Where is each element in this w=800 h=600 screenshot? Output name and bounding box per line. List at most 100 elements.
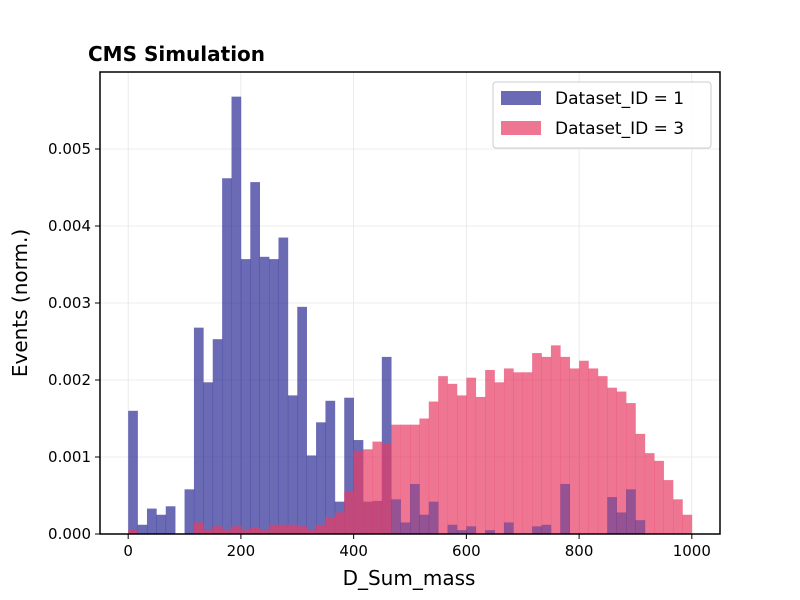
bar-dataset-1	[231, 96, 242, 534]
bar-dataset-1	[325, 400, 336, 534]
bar-dataset-3	[240, 530, 251, 534]
bar-dataset-3	[550, 345, 561, 534]
bar-dataset-3	[193, 522, 204, 534]
bars	[128, 96, 693, 535]
bar-dataset-3	[503, 368, 514, 534]
bar-dataset-3	[344, 491, 354, 534]
bar-dataset-3	[259, 530, 270, 534]
bar-dataset-1	[128, 410, 138, 534]
bar-dataset-1	[410, 483, 420, 534]
bar-dataset-3	[334, 512, 345, 534]
bar-dataset-3	[269, 524, 279, 534]
bar-dataset-3	[569, 368, 580, 534]
chart-title: CMS Simulation	[88, 42, 265, 66]
bar-dataset-1	[259, 256, 270, 534]
bar-dataset-3	[532, 353, 542, 534]
bar-dataset-3	[428, 401, 439, 534]
bar-dataset-3	[203, 530, 214, 534]
y-tick-label: 0.002	[48, 371, 91, 389]
bar-dataset-3	[447, 383, 458, 534]
bar-dataset-3	[325, 517, 336, 534]
bar-dataset-1	[306, 455, 317, 534]
x-tick-label: 1000	[673, 542, 711, 560]
bar-dataset-3	[588, 368, 599, 534]
bar-dataset-1	[541, 524, 552, 534]
bar-dataset-1	[222, 178, 232, 534]
bar-dataset-1	[297, 306, 307, 534]
bar-dataset-3	[541, 356, 552, 534]
bar-dataset-3	[400, 424, 411, 534]
bar-dataset-1	[456, 530, 467, 534]
bar-dataset-3	[128, 530, 138, 534]
legend-label-dataset-1: Dataset_ID = 1	[555, 89, 684, 109]
y-tick-label: 0.003	[48, 294, 91, 312]
legend-label-dataset-3: Dataset_ID = 3	[555, 119, 684, 139]
bar-dataset-3	[494, 382, 505, 534]
bar-dataset-3	[635, 433, 646, 534]
bar-dataset-3	[231, 526, 242, 534]
bar-dataset-3	[297, 526, 307, 534]
legend-swatch-dataset-1	[501, 91, 541, 105]
bar-dataset-3	[654, 460, 664, 534]
x-tick-label: 200	[227, 542, 256, 560]
x-tick-label: 400	[339, 542, 368, 560]
bar-dataset-1	[485, 530, 495, 534]
y-tick-label: 0.001	[48, 448, 91, 466]
bar-dataset-3	[607, 387, 617, 534]
bar-dataset-3	[466, 377, 477, 534]
y-tick-label: 0.005	[48, 140, 91, 158]
bar-dataset-3	[682, 514, 693, 534]
bar-dataset-3	[410, 424, 420, 534]
bar-dataset-3	[391, 424, 401, 534]
bar-dataset-3	[278, 524, 289, 534]
bar-dataset-1	[560, 483, 571, 534]
bar-dataset-1	[156, 514, 167, 534]
bar-dataset-1	[428, 501, 439, 534]
bar-dataset-3	[522, 372, 533, 534]
bar-dataset-1	[503, 522, 514, 534]
bar-dataset-1	[193, 327, 204, 534]
bar-dataset-3	[513, 372, 524, 534]
bar-dataset-1	[607, 497, 617, 534]
bar-dataset-1	[212, 339, 223, 534]
bar-dataset-1	[635, 520, 646, 534]
bar-dataset-3	[597, 376, 608, 534]
bar-dataset-3	[616, 391, 627, 534]
bar-dataset-3	[485, 369, 495, 534]
bar-dataset-3	[560, 356, 571, 534]
bar-dataset-3	[212, 526, 223, 534]
bar-dataset-1	[616, 512, 627, 534]
bar-dataset-3	[353, 450, 364, 534]
bar-dataset-1	[250, 182, 260, 535]
bar-dataset-3	[372, 441, 383, 534]
bar-dataset-1	[466, 526, 477, 534]
bar-dataset-3	[626, 403, 636, 534]
x-axis-label: D_Sum_mass	[343, 566, 476, 590]
y-tick-label: 0.000	[48, 525, 91, 543]
x-tick-label: 0	[123, 542, 133, 560]
bar-dataset-3	[250, 527, 260, 534]
x-ticks: 0 200 400 600 800 1000	[123, 534, 711, 560]
bar-dataset-1	[316, 422, 326, 534]
bar-dataset-3	[673, 499, 683, 534]
bar-dataset-1	[287, 395, 298, 534]
y-ticks: 0.000 0.001 0.002 0.003 0.004 0.005	[48, 140, 100, 543]
bar-dataset-3	[222, 530, 232, 534]
bar-dataset-3	[419, 418, 430, 534]
legend-swatch-dataset-3	[501, 121, 541, 135]
bar-dataset-1	[184, 489, 195, 534]
bar-dataset-1	[146, 508, 157, 534]
bar-dataset-3	[456, 395, 467, 534]
bar-dataset-1	[532, 526, 542, 534]
bar-dataset-3	[663, 480, 674, 534]
bar-dataset-3	[363, 449, 373, 534]
bar-dataset-1	[400, 522, 411, 534]
bar-dataset-1	[447, 524, 458, 534]
legend: Dataset_ID = 1 Dataset_ID = 3	[492, 81, 712, 149]
bar-dataset-1	[419, 514, 430, 534]
bar-dataset-1	[203, 382, 214, 534]
bar-dataset-3	[287, 524, 298, 534]
y-axis-label: Events (norm.)	[8, 229, 32, 377]
bar-dataset-3	[438, 376, 448, 534]
